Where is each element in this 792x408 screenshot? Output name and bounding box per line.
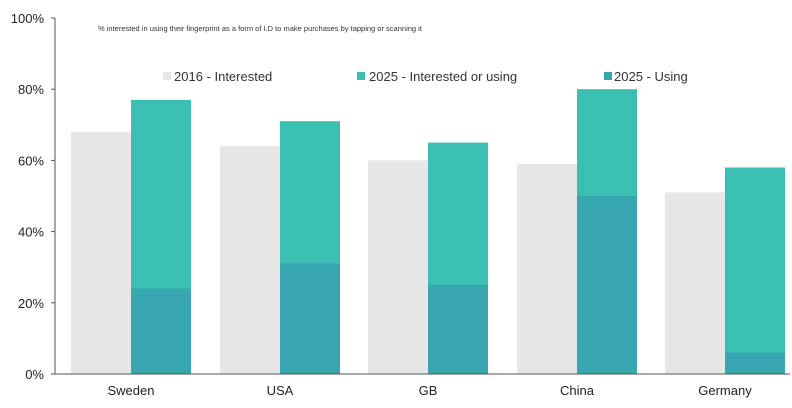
x-tick-label: Sweden [108,383,155,398]
x-tick-label: GB [419,383,438,398]
legend-label: 2025 - Interested or using [369,69,517,84]
x-tick-label: China [560,383,595,398]
bar-2016-interested-germany [665,192,725,374]
legend-swatch [357,72,365,80]
bar-2016-interested-china [517,163,577,374]
bar-2025-using-germany [725,352,785,374]
bar-2016-interested-sweden [71,131,131,374]
bar-2016-interested-gb [368,160,428,374]
bar-2025-using-sweden [131,288,191,374]
legend-label: 2016 - Interested [174,69,272,84]
bars [71,89,785,375]
y-tick-label: 80% [18,82,44,97]
x-tick-label: Germany [698,383,752,398]
legend-swatch [163,72,171,80]
bar-2025-using-usa [280,263,340,374]
bar-2025-using-china [577,196,637,374]
legend-swatch [604,72,612,80]
bar-2025-interested-or-using-germany [725,167,785,374]
x-tick-label: USA [267,383,294,398]
y-tick-label: 20% [18,296,44,311]
y-tick-label: 0% [25,367,44,382]
y-tick-label: 60% [18,153,44,168]
chart-subtitle: % interested in using their fingerprint … [98,24,423,33]
legend-label: 2025 - Using [614,69,688,84]
y-tick-label: 40% [18,225,44,240]
y-tick-label: 100% [11,11,45,26]
bar-2025-using-gb [428,285,488,374]
bar-2016-interested-usa [220,146,280,374]
axes: Sweden USA GB China Germany 0% 20% 40% 60% 80% 100… [11,11,790,398]
legend: 2016 - Interested 2025 - Interested or us… [163,69,688,84]
